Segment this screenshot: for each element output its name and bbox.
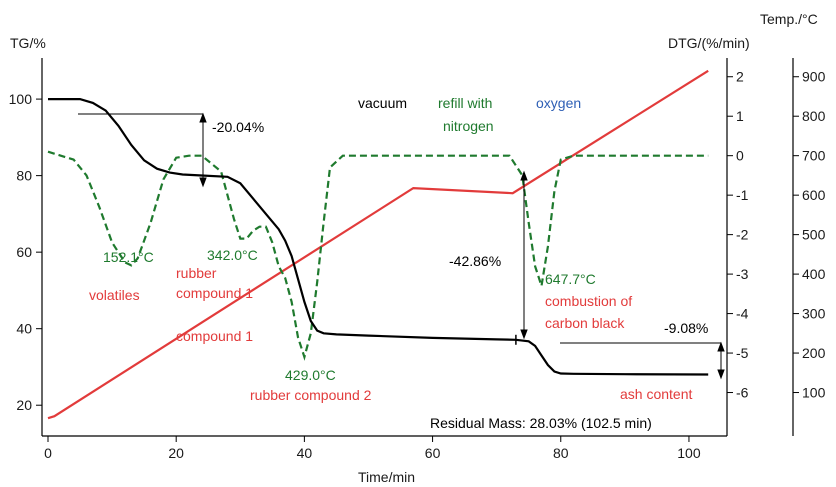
temp-tick-label: 100 <box>802 385 826 401</box>
step2-label: -42.86% <box>449 253 501 269</box>
residual-mass-label: Residual Mass: 28.03% (102.5 min) <box>430 415 652 431</box>
step-markers <box>78 112 725 380</box>
temp-axis-title: Temp./°C <box>760 11 818 27</box>
tg-tick-label: 80 <box>16 168 32 184</box>
rubber1-label-1: rubber <box>176 265 217 281</box>
oxygen-label: oxygen <box>536 95 581 111</box>
dtg-tick-label: 0 <box>736 148 744 164</box>
step3-arrowhead-up <box>717 341 725 352</box>
peak4-label: 647.7°C <box>545 271 596 287</box>
step3-arrowhead-down <box>717 369 725 380</box>
ash-label: ash content <box>620 386 692 402</box>
dtg-tick-label: 1 <box>736 108 744 124</box>
temp-tick-label: 800 <box>802 108 826 124</box>
step3-label: -9.08% <box>664 320 708 336</box>
x-tick-label: 80 <box>553 445 569 461</box>
dtg-tick-label: -2 <box>736 227 749 243</box>
temp-tick-label: 200 <box>802 345 826 361</box>
temp-tick-label: 400 <box>802 266 826 282</box>
dtg-tick-label: -5 <box>736 345 749 361</box>
refill-label-2: nitrogen <box>443 118 494 134</box>
x-tick-label: 100 <box>677 445 701 461</box>
x-tick-label: 40 <box>297 445 313 461</box>
step1-label: -20.04% <box>212 119 264 135</box>
tg-tick-label: 40 <box>16 321 32 337</box>
step2-arrowhead-up <box>520 170 528 181</box>
x-tick-label: 20 <box>168 445 184 461</box>
combustion-label-1: combustion of <box>545 293 632 309</box>
ticks: 0 20 40 60 80 100 20 40 60 80 100 2 1 0 -1 -2 -3 -4 -5 -6 90… <box>9 69 826 461</box>
x-tick-label: 60 <box>425 445 441 461</box>
volatiles-label: volatiles <box>89 287 140 303</box>
peak3-label: 429.0°C <box>285 367 336 383</box>
tg-tick-label: 100 <box>9 91 33 107</box>
dtg-axis-title: DTG/(%/min) <box>668 35 750 51</box>
temp-tick-label: 700 <box>802 148 826 164</box>
tg-axis-title: TG/% <box>10 35 46 51</box>
dtg-tick-label: -1 <box>736 187 749 203</box>
peak1-label: 152.1°C <box>103 249 154 265</box>
x-tick-label: 0 <box>44 445 52 461</box>
rubber2-label: rubber compound 2 <box>250 387 372 403</box>
dtg-tick-label: 2 <box>736 69 744 85</box>
dtg-tick-label: -3 <box>736 266 749 282</box>
temp-tick-label: 300 <box>802 306 826 322</box>
refill-label-1: refill with <box>438 95 492 111</box>
combustion-label-2: carbon black <box>545 315 625 331</box>
dtg-tick-label: -6 <box>736 385 749 401</box>
axes <box>41 58 794 437</box>
vacuum-label: vacuum <box>358 95 407 111</box>
compound1-label: compound 1 <box>176 328 253 344</box>
step2-arrowhead-down <box>520 329 528 340</box>
x-axis-title: Time/min <box>358 469 415 485</box>
tg-tick-label: 20 <box>16 397 32 413</box>
tg-tick-label: 60 <box>16 244 32 260</box>
temperature-line <box>47 69 709 420</box>
temp-tick-label: 900 <box>802 69 826 85</box>
rubber1-label-2: compound 1 <box>176 285 253 301</box>
dtg-tick-label: -4 <box>736 306 749 322</box>
step1-arrowhead-up <box>199 112 207 123</box>
dtg-line <box>47 150 709 361</box>
step1-arrowhead-down <box>199 177 207 188</box>
tg-line <box>48 98 709 376</box>
peak2-label: 342.0°C <box>207 247 258 263</box>
temp-tick-label: 500 <box>802 227 826 243</box>
temp-tick-label: 600 <box>802 187 826 203</box>
